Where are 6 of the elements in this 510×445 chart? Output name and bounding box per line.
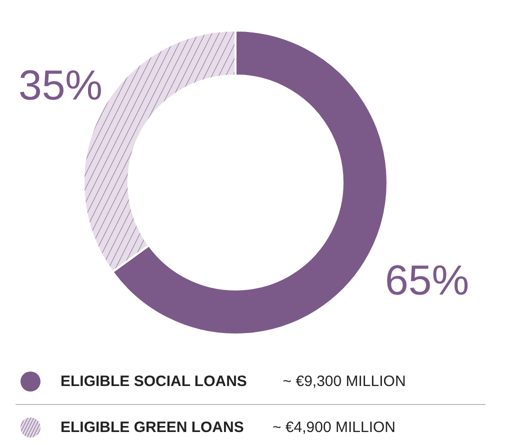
- text: ~ €4,900 MILLION: [272, 419, 396, 436]
- data-label: 35%: [18, 61, 103, 108]
- data-label: 65%: [385, 256, 470, 304]
- text: ~ €9,300 MILLION: [282, 373, 406, 390]
- legend-label: ELIGIBLE GREEN LOANS: [60, 419, 244, 436]
- legend-label: ELIGIBLE SOCIAL LOANS: [60, 373, 247, 390]
